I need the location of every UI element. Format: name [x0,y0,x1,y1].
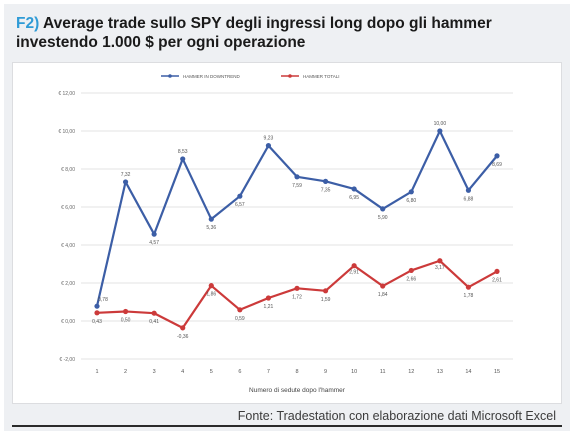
data-label: 6,88 [464,196,474,202]
data-label: 0,41 [149,319,159,325]
data-label: 7,35 [321,187,331,193]
data-point [237,193,243,199]
data-label: 2,66 [406,276,416,282]
y-tick-label: € 2,00 [61,281,75,287]
data-label: 1,84 [378,292,388,298]
data-label: 1,59 [321,297,331,303]
data-label: 0,50 [121,318,131,324]
y-tick-label: € -2,00 [59,357,75,363]
data-point [494,153,500,159]
data-point [180,325,186,331]
y-tick-label: € 0,00 [61,319,75,325]
data-point [122,179,129,185]
figure-title: F2) Average trade sullo SPY degli ingres… [16,14,564,52]
chart-area: € -2,00 € 0,00 € 2,00 € 4,00 € 6,00 € 8,00 € 1… [12,62,562,404]
y-tick-label: € 6,00 [61,205,75,211]
bottom-rule [12,425,562,427]
data-point [94,310,100,316]
data-point [151,231,157,237]
data-label: 0,78 [98,297,108,303]
x-tick-label: 7 [267,369,270,375]
data-label: 3,17 [435,265,445,271]
data-point [437,128,443,134]
x-tick-label: 2 [124,369,127,375]
data-point [122,308,129,315]
data-label: 8,53 [178,149,188,155]
data-point [265,143,272,149]
x-tick-label: 13 [437,369,443,375]
data-label: 5,90 [378,215,388,221]
legend-label: HAMMER IN DOWNTREND [183,74,240,79]
figure-title-text: Average trade sullo SPY degli ingressi l… [16,15,492,51]
legend-label: HAMMER TOTALI [303,74,340,79]
data-point [180,156,186,162]
x-tick-label: 11 [380,369,386,375]
x-tick-label: 10 [351,369,357,375]
data-point [294,285,300,291]
data-point [208,216,214,222]
data-label: 7,59 [292,183,302,189]
data-point [380,283,386,289]
data-point [437,258,443,264]
data-point [237,307,243,313]
data-point [294,174,300,180]
data-label: 1,78 [464,293,474,299]
data-label: 5,36 [206,225,216,231]
data-label: 6,80 [406,198,416,204]
data-point [408,189,414,195]
data-label: 2,61 [492,277,502,283]
x-tick-label: 14 [465,369,471,375]
data-label: 6,57 [235,202,245,208]
data-label: -0,36 [177,334,189,340]
x-tick-label: 5 [210,369,213,375]
x-tick-label: 8 [295,369,298,375]
legend-swatch-marker [288,74,292,78]
data-label: 8,69 [492,162,502,168]
data-label: 0,59 [235,316,245,322]
data-point [322,178,329,184]
data-label: 9,23 [264,136,274,142]
x-axis-label: Numero di sedute dopo l'hammer [249,387,346,394]
x-tick-label: 6 [238,369,241,375]
data-point [265,295,272,301]
data-point [351,186,357,192]
data-point [408,267,414,274]
data-label: 2,91 [349,270,359,276]
data-label: 10,00 [434,121,447,127]
y-tick-label: € 4,00 [61,243,75,249]
data-point [465,187,472,193]
data-point [380,206,386,212]
data-point [94,303,100,309]
data-point [208,283,214,289]
y-tick-label: € 10,00 [58,129,75,135]
x-tick-label: 12 [408,369,414,375]
data-point [494,268,500,275]
source-note: Fonte: Tradestation con elaborazione dat… [237,409,556,423]
x-tick-label: 3 [153,369,156,375]
x-tick-label: 9 [324,369,327,375]
data-label: 6,95 [349,195,359,201]
data-point [351,263,357,269]
data-label: 7,32 [121,172,131,178]
data-point [465,284,472,290]
y-tick-label: € 12,00 [58,91,75,97]
figure-panel: F2) Average trade sullo SPY degli ingres… [4,4,570,431]
data-label: 4,57 [149,240,159,246]
data-label: 1,86 [206,292,216,298]
figure-label: F2) [16,15,40,32]
data-label: 1,21 [264,304,274,310]
x-tick-label: 1 [95,369,98,375]
legend-swatch-marker [168,74,172,78]
data-point [151,310,157,316]
x-tick-label: 4 [181,369,184,375]
line-chart: € -2,00 € 0,00 € 2,00 € 4,00 € 6,00 € 8,00 € 1… [58,74,513,394]
y-tick-label: € 8,00 [61,167,75,173]
x-tick-label: 15 [494,369,500,375]
data-point [322,288,329,294]
data-label: 1,72 [292,294,302,300]
series-line [95,129,498,307]
data-label: 0,43 [92,319,102,325]
